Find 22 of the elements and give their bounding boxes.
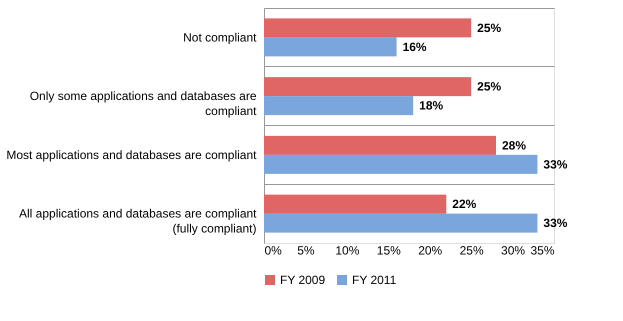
x-tick-label: 30%	[501, 244, 526, 258]
x-tick-label: 10%	[335, 244, 360, 258]
x-tick-label: 20%	[418, 244, 443, 258]
legend-label: FY 2009	[280, 273, 326, 287]
x-tick-label: 5%	[297, 244, 315, 258]
legend-label: FY 2011	[352, 273, 397, 287]
data-label: 33%	[543, 157, 568, 172]
y-tick-label: Only some applications and databases are compliant	[30, 89, 258, 118]
data-label: 16%	[402, 40, 427, 54]
data-label: 28%	[502, 138, 526, 152]
x-tick-label: 15%	[376, 244, 402, 258]
y-tick-label: Most applications and databases are compliant	[6, 148, 258, 162]
data-label: 25%	[477, 20, 502, 35]
y-tick-label: All applications and databases are compliant (fully compliant)	[19, 206, 258, 236]
data-label: 25%	[477, 80, 502, 94]
data-label: 22%	[452, 197, 477, 212]
y-tick-label: Not compliant	[183, 30, 258, 44]
x-tick-label: 35%	[530, 244, 555, 258]
data-label: 18%	[419, 98, 444, 113]
x-tick-label: 25%	[460, 244, 484, 258]
data-label: 33%	[543, 216, 568, 230]
x-tick-label: 0%	[264, 244, 282, 258]
